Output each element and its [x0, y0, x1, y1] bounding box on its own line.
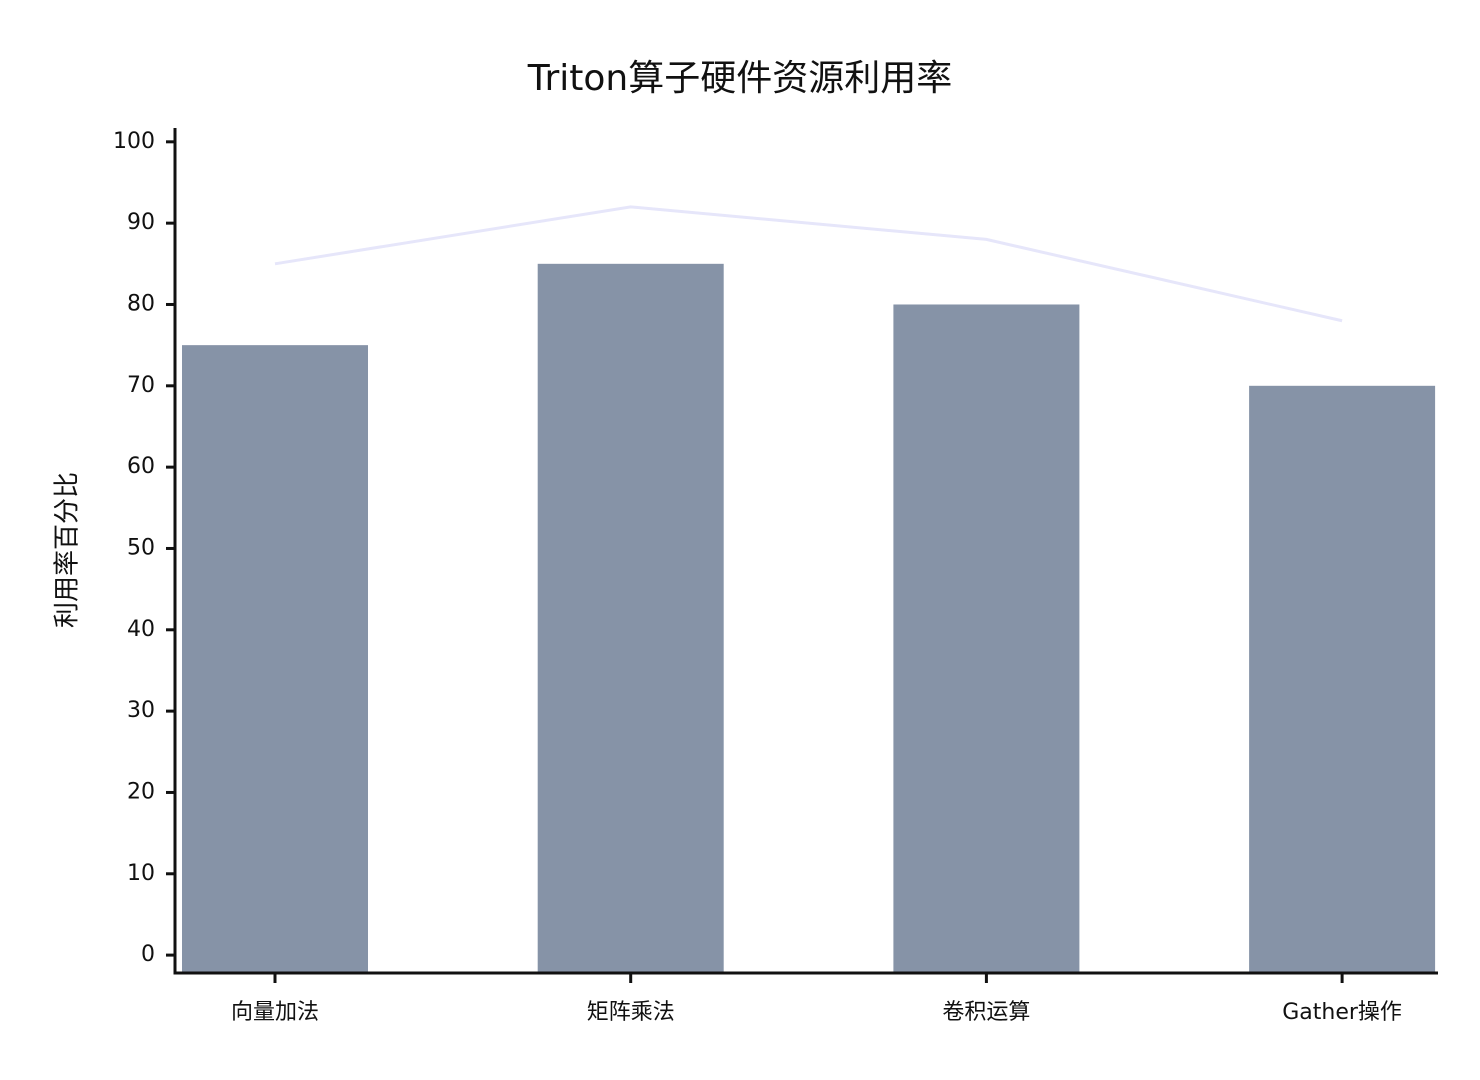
- y-tick-label: 60: [127, 454, 155, 479]
- x-tick-label: 矩阵乘法: [587, 1000, 675, 1025]
- chart-title: Triton算子硬件资源利用率: [527, 58, 952, 99]
- y-axis-label: 利用率百分比: [53, 472, 83, 628]
- y-tick-label: 30: [127, 698, 155, 723]
- bar: [537, 263, 724, 973]
- x-tick-label: 向量加法: [231, 1000, 319, 1025]
- line: [274, 205, 1343, 323]
- y-tick-label: 70: [127, 373, 155, 398]
- x-tick-label: 卷积运算: [942, 1000, 1030, 1025]
- x-tick-label: Gather操作: [1282, 1000, 1402, 1025]
- y-tick-label: 40: [127, 617, 155, 642]
- y-tick-label: 0: [141, 942, 155, 967]
- y-tick-label: 50: [127, 535, 155, 560]
- y-tick-label: 20: [127, 779, 155, 804]
- y-tick-label: 10: [127, 861, 155, 886]
- bar: [1249, 385, 1436, 973]
- y-tick-label: 90: [127, 210, 155, 235]
- y-tick-label: 100: [113, 129, 155, 154]
- bar: [182, 345, 368, 973]
- bar: [893, 304, 1080, 974]
- y-tick-label: 80: [127, 291, 155, 316]
